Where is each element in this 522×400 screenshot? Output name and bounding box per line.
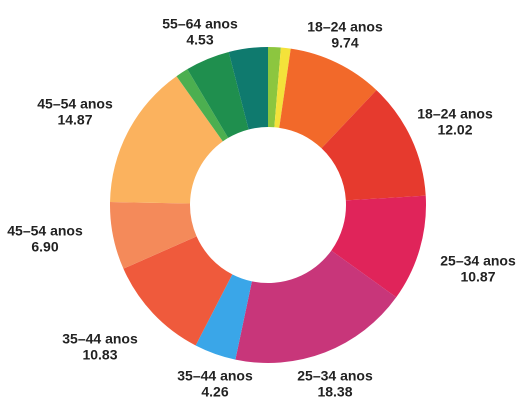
slice-category-label: 45–54 anos [7,223,83,239]
donut-slice [274,47,291,128]
slice-value-label: 18.38 [317,384,352,400]
donut-slice [228,47,268,130]
slice-category-label: 25–34 anos [440,253,516,269]
slice-value-label: 10.83 [82,347,117,363]
donut-slice [123,236,233,346]
slice-value-label: 9.74 [331,35,358,51]
slice-value-label: 4.26 [201,384,228,400]
slice-category-label: 35–44 anos [177,368,253,384]
donut-slice [187,51,249,138]
slice-category-label: 18–24 anos [417,106,493,122]
slice-category-label: 55–64 anos [162,16,238,32]
donut-slice [109,202,197,269]
donut-slice [331,195,427,298]
slice-value-label: 10.87 [460,269,495,285]
slice-category-label: 45–54 anos [37,96,113,112]
donut-slice [176,69,229,142]
slice-value-label: 14.87 [57,112,92,128]
donut-slice [235,250,397,363]
donut-slice [110,76,223,204]
slice-category-label: 25–34 anos [297,368,373,384]
donut-slice [279,48,377,149]
slice-value-label: 6.90 [31,239,58,255]
donut-slice [195,274,252,360]
donut-slice [321,90,426,201]
donut-slice [268,47,281,128]
slice-category-label: 18–24 anos [307,19,383,35]
slice-value-label: 4.53 [186,32,213,48]
slice-value-label: 12.02 [437,122,472,138]
slice-category-label: 35–44 anos [62,331,138,347]
